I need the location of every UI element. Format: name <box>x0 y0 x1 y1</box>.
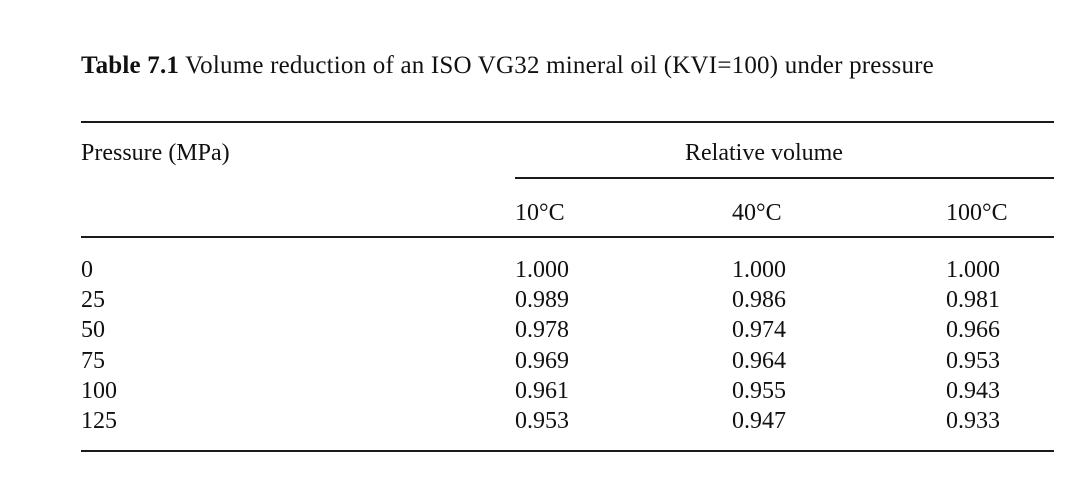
header-rule <box>81 236 1054 238</box>
pressure-cell: 50 <box>81 317 105 344</box>
pressure-cell: 25 <box>81 287 105 314</box>
pressure-cell: 0 <box>81 257 93 283</box>
volume-40c-cell: 0.955 <box>732 377 786 404</box>
table-row: 125 0.953 0.947 0.933 <box>0 406 1080 436</box>
volume-40c-cell: 0.986 <box>732 287 786 314</box>
pressure-cell: 100 <box>81 377 117 404</box>
table-row: 100 0.961 0.955 0.943 <box>0 376 1080 406</box>
volume-10c-cell: 0.989 <box>515 287 569 314</box>
volume-100c-cell: 0.953 <box>946 347 1000 374</box>
relative-volume-subrule <box>515 177 1054 179</box>
table-row: 0 1.000 1.000 1.000 <box>0 255 1080 285</box>
table-row: 25 0.989 0.986 0.981 <box>0 285 1080 315</box>
table-title: Volume reduction of an ISO VG32 mineral … <box>179 52 934 79</box>
volume-10c-cell: 0.978 <box>515 317 569 344</box>
pressure-cell: 125 <box>81 407 117 434</box>
volume-10c-cell: 1.000 <box>515 257 569 283</box>
volume-40c-cell: 0.974 <box>732 317 786 344</box>
volume-40c-cell: 0.947 <box>732 407 786 434</box>
volume-10c-cell: 0.953 <box>515 407 569 434</box>
bottom-rule <box>81 450 1054 452</box>
volume-100c-cell: 0.981 <box>946 287 1000 314</box>
pressure-cell: 75 <box>81 347 105 374</box>
volume-100c-cell: 1.000 <box>946 257 1000 283</box>
table-body: 0 1.000 1.000 1.000 25 0.989 0.986 0.981… <box>0 255 1080 436</box>
top-rule <box>81 121 1054 123</box>
volume-10c-cell: 0.969 <box>515 347 569 374</box>
temp-header-10c: 10°C <box>515 200 565 226</box>
volume-10c-cell: 0.961 <box>515 377 569 404</box>
temp-header-40c: 40°C <box>732 200 782 226</box>
table-row: 75 0.969 0.964 0.953 <box>0 346 1080 376</box>
volume-100c-cell: 0.943 <box>946 377 1000 404</box>
volume-40c-cell: 0.964 <box>732 347 786 374</box>
table-caption: Table 7.1 Volume reduction of an ISO VG3… <box>81 50 1061 81</box>
table-number: Table 7.1 <box>81 52 180 79</box>
temp-header-100c: 100°C <box>946 200 1008 226</box>
relative-volume-header: Relative volume <box>685 140 843 166</box>
volume-100c-cell: 0.933 <box>946 407 1000 434</box>
pressure-column-header: Pressure (MPa) <box>81 140 230 166</box>
volume-40c-cell: 1.000 <box>732 257 786 283</box>
table-row: 50 0.978 0.974 0.966 <box>0 315 1080 345</box>
volume-100c-cell: 0.966 <box>946 317 1000 344</box>
